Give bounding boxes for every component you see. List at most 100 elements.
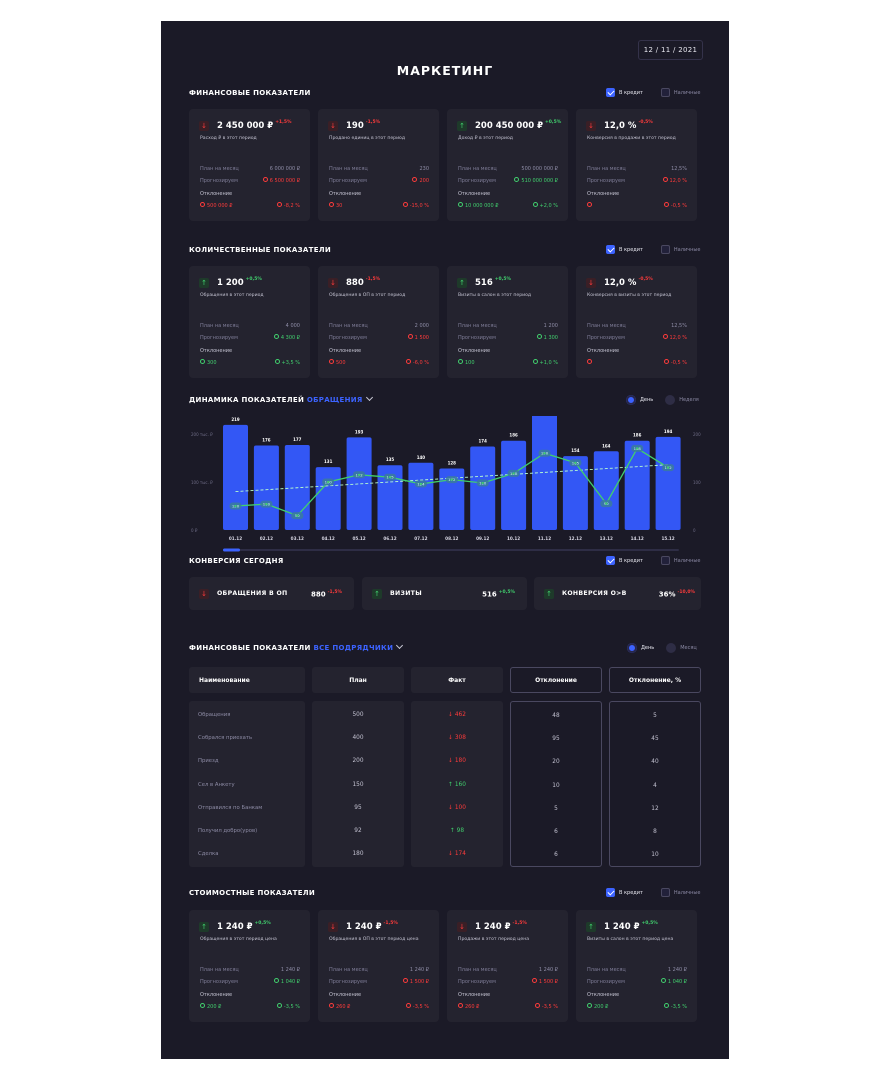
chart-scrollbar-track[interactable] — [223, 549, 679, 551]
deviation-row: 500 -6,0 % — [329, 359, 429, 366]
deviation-label-row: Отклонение — [329, 348, 362, 354]
x-axis-label: 08.12 — [445, 536, 458, 541]
period-toggle-table: День Месяц — [627, 643, 697, 653]
arrow-down-icon: ↓ — [328, 121, 338, 131]
line-point — [636, 447, 639, 450]
kpi-card[interactable]: ↓ 880 -1,5% Обращения в ОП в этот период … — [318, 266, 439, 378]
checkbox-icon — [660, 888, 670, 897]
deviation-row: 300 +3,5 % — [200, 359, 300, 366]
status-icon — [273, 978, 279, 983]
table-cell: Получил добро(уров) — [198, 828, 258, 834]
metric-selector[interactable]: ОБРАЩЕНИЯ — [307, 393, 373, 404]
status-icon — [262, 177, 268, 182]
arrow-up-icon: ↑ — [449, 828, 457, 834]
arrow-up-icon: ↑ — [372, 589, 382, 599]
status-icon — [329, 1003, 334, 1008]
kpi-change: -1,5% — [365, 120, 381, 125]
status-icon — [662, 177, 668, 182]
kpi-card[interactable]: ↓ 1 240 ₽ -1,5% Обращения в ОП в этот пер… — [318, 910, 439, 1022]
table-header-cell: Наименование — [189, 667, 305, 693]
kpi-card[interactable]: ↓ 12,0 % -0,5% Конверсия в продажи в этот… — [576, 109, 697, 221]
kpi-card[interactable]: ↑ 1 200 +0,5% Обращения в этот период Пла… — [189, 266, 310, 378]
arrow-down-icon: ↓ — [448, 804, 455, 811]
forecast-row: Прогнозируем 12,0 % — [587, 177, 687, 184]
kpi-subtitle: Обращения в ОП в этот период цена — [329, 937, 419, 942]
marketing-dashboard: МАРКЕТИНГ 12 / 11 / 2021 ФИНАНСОВЫЕ ПОКА… — [161, 21, 729, 1059]
arrow-down-icon: ↓ — [448, 851, 455, 858]
credit-option[interactable]: В кредит — [606, 556, 643, 565]
date-picker[interactable]: 12 / 11 / 2021 — [638, 40, 703, 60]
table-cell: Сделка — [198, 851, 219, 858]
table-cell: 8 — [653, 829, 657, 835]
x-axis-label: 05.12 — [352, 536, 365, 541]
y-axis-right-tick: 0 — [693, 528, 696, 533]
cash-option[interactable]: Наличные — [660, 888, 700, 897]
kpi-value: 2 450 000 ₽ +1,5% — [217, 120, 292, 131]
plan-row: План на месяц 230 — [329, 166, 429, 172]
kpi-change: +0,5% — [494, 277, 512, 282]
status-icon — [536, 334, 542, 339]
chart-scrollbar-thumb[interactable] — [223, 548, 240, 552]
deviation-label-row: Отклонение — [587, 348, 620, 354]
deviation-label-row: Отклонение — [200, 191, 233, 197]
kpi-subtitle: Конверсия в продажи в этот период — [587, 136, 676, 141]
status-icon — [663, 1003, 669, 1008]
contractor-selector[interactable]: ВСЕ ПОДРЯДЧИКИ — [313, 641, 404, 652]
x-axis-label: 03.12 — [291, 536, 304, 541]
kpi-card[interactable]: ↑ 1 240 ₽ +0,5% Обращения в этот период ц… — [189, 910, 310, 1022]
conversion-value: 516 +0,5% — [482, 590, 515, 599]
cash-option[interactable]: Наличные — [660, 88, 700, 97]
status-icon — [458, 359, 463, 364]
kpi-value: 1 200 +0,5% — [217, 277, 262, 288]
kpi-card[interactable]: ↑ 1 240 ₽ +0,5% Визиты в салон в этот пер… — [576, 910, 697, 1022]
kpi-subtitle: Конверсия в визиты в этот период — [587, 293, 672, 298]
radio-icon — [665, 395, 676, 405]
week-option[interactable]: Неделя — [665, 395, 699, 405]
arrow-up-icon: ↑ — [448, 781, 455, 788]
status-icon — [412, 177, 418, 182]
deviation-row: 100 +1,0 % — [458, 359, 558, 366]
kpi-value: 12,0 % -0,5% — [604, 120, 653, 131]
table-column: 48 95 20 10 5 6 6 — [510, 701, 602, 867]
kpi-card[interactable]: ↑ 200 450 000 ₽ +0,5% Доход ₽ в этот пери… — [447, 109, 568, 221]
table-cell: Собрался приехать — [198, 735, 253, 742]
cash-option[interactable]: Наличные — [660, 245, 700, 254]
y-axis-left-tick: 100 тыс. ₽ — [191, 480, 213, 485]
credit-option[interactable]: В кредит — [606, 245, 643, 254]
conversion-card[interactable]: ↓ ОБРАЩЕНИЯ В ОП 880 -1,5% — [189, 577, 354, 610]
day-option[interactable]: День — [627, 643, 654, 653]
arrow-down-icon: ↓ — [328, 278, 338, 288]
kpi-card[interactable]: ↓ 12,0 % -0,5% Конверсия в визиты в этот … — [576, 266, 697, 378]
table-cell: Отправился по Банкам — [198, 804, 263, 811]
checkbox-icon — [660, 88, 670, 97]
status-icon — [532, 359, 538, 364]
credit-option[interactable]: В кредит — [606, 888, 643, 897]
cash-option[interactable]: Наличные — [660, 556, 700, 565]
conversion-card[interactable]: ↑ КОНВЕРСИЯ О>В 36% -10,0% — [534, 577, 701, 610]
plan-row: План на месяц 1 200 — [458, 323, 558, 329]
x-axis-label: 07.12 — [414, 536, 427, 541]
checkbox-icon — [606, 556, 615, 565]
section-title-quantity: КОЛИЧЕСТВЕННЫЕ ПОКАЗАТЕЛИ — [189, 246, 332, 254]
section-title-conversion: КОНВЕРСИЯ СЕГОДНЯ — [189, 557, 284, 565]
kpi-subtitle: Обращения в этот период цена — [200, 937, 277, 942]
table-cell: 40 — [651, 759, 659, 766]
kpi-card[interactable]: ↓ 1 240 ₽ -1,5% Продажи в этот период цен… — [447, 910, 568, 1022]
kpi-card[interactable]: ↓ 190 -1,5% Продано единиц в этот период … — [318, 109, 439, 221]
status-icon — [276, 1003, 282, 1008]
deviation-label-row: Отклонение — [458, 348, 491, 354]
table-cell: 45 — [651, 736, 659, 743]
arrow-up-icon: ↑ — [457, 278, 467, 288]
kpi-card[interactable]: ↑ 516 +0,5% Визиты в салон в этот период … — [447, 266, 568, 378]
credit-option[interactable]: В кредит — [606, 88, 643, 97]
day-option[interactable]: День — [626, 395, 653, 405]
payment-toggle-cost: В кредит Наличные — [606, 888, 700, 897]
month-option[interactable]: Месяц — [666, 643, 697, 653]
conversion-card[interactable]: ↑ ВИЗИТЫ 516 +0,5% — [362, 577, 527, 610]
bar-value-label: 135 — [386, 457, 395, 462]
forecast-row: Прогнозируем 1 040 ₽ — [200, 978, 300, 985]
kpi-card[interactable]: ↓ 2 450 000 ₽ +1,5% Расход ₽ в этот перио… — [189, 109, 310, 221]
table-cell: ↓ 100 — [448, 804, 466, 811]
deviation-label-row: Отклонение — [587, 191, 620, 197]
table-cell: 10 — [552, 782, 560, 789]
